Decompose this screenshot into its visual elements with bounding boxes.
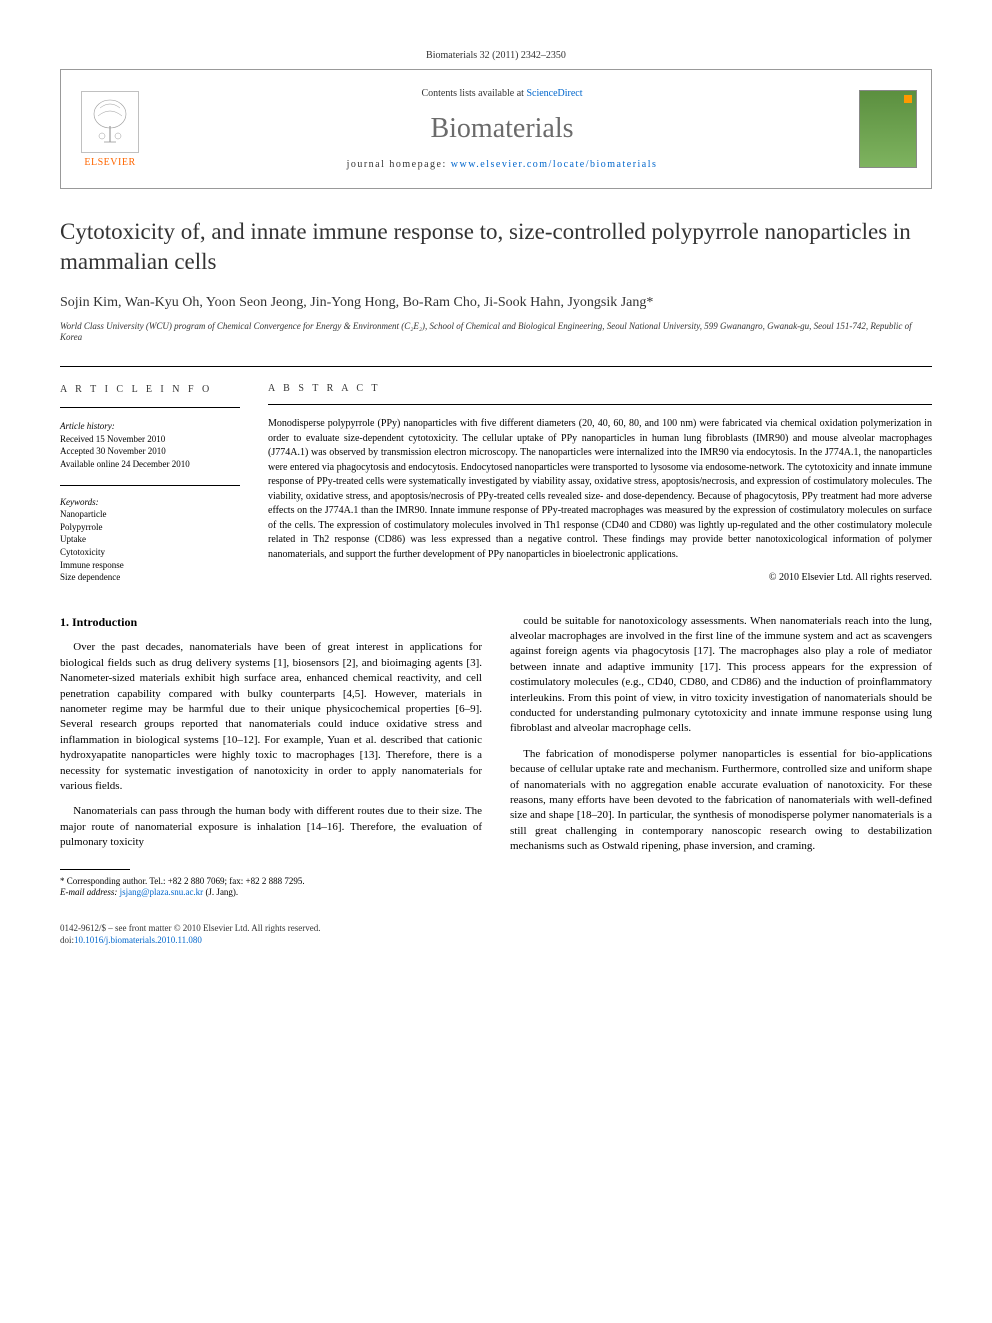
available-date: Available online 24 December 2010 — [60, 458, 240, 471]
elsevier-logo: ELSEVIER — [75, 84, 145, 174]
contents-available-line: Contents lists available at ScienceDirec… — [145, 88, 859, 99]
body-columns: 1. Introduction Over the past decades, n… — [60, 614, 932, 899]
doi-prefix: doi: — [60, 935, 74, 945]
doi-link[interactable]: 10.1016/j.biomaterials.2010.11.080 — [74, 935, 202, 945]
authors-line: Sojin Kim, Wan-Kyu Oh, Yoon Seon Jeong, … — [60, 295, 932, 311]
affiliation: World Class University (WCU) program of … — [60, 321, 932, 344]
journal-header-box: ELSEVIER Contents lists available at Sci… — [60, 69, 932, 189]
info-abstract-row: A R T I C L E I N F O Article history: R… — [60, 366, 932, 584]
corresponding-email-link[interactable]: jsjang@plaza.snu.ac.kr — [120, 887, 204, 897]
corresponding-author-note: * Corresponding author. Tel.: +82 2 880 … — [60, 876, 482, 899]
accepted-date: Accepted 30 November 2010 — [60, 445, 240, 458]
elsevier-brand-text: ELSEVIER — [84, 157, 135, 168]
abstract-heading: A B S T R A C T — [268, 383, 932, 405]
keyword: Polypyrrole — [60, 521, 240, 534]
abstract-column: A B S T R A C T Monodisperse polypyrrole… — [268, 383, 932, 584]
body-column-right: could be suitable for nanotoxicology ass… — [510, 614, 932, 899]
keyword: Immune response — [60, 559, 240, 572]
abstract-copyright: © 2010 Elsevier Ltd. All rights reserved… — [268, 572, 932, 583]
body-paragraph: Over the past decades, nanomaterials hav… — [60, 640, 482, 794]
body-column-left: 1. Introduction Over the past decades, n… — [60, 614, 482, 899]
homepage-line: journal homepage: www.elsevier.com/locat… — [145, 159, 859, 170]
header-center: Contents lists available at ScienceDirec… — [145, 88, 859, 170]
bottom-metadata: 0142-9612/$ – see front matter © 2010 El… — [60, 923, 932, 946]
body-paragraph: Nanomaterials can pass through the human… — [60, 804, 482, 850]
keywords-label: Keywords: — [60, 485, 240, 509]
authors-names: Sojin Kim, Wan-Kyu Oh, Yoon Seon Jeong, … — [60, 295, 646, 310]
issn-line: 0142-9612/$ – see front matter © 2010 El… — [60, 923, 932, 935]
received-date: Received 15 November 2010 — [60, 433, 240, 446]
footnote-separator — [60, 869, 130, 870]
journal-article-page: Biomaterials 32 (2011) 2342–2350 ELSEVIE… — [0, 0, 992, 986]
corresponding-label: * Corresponding author. Tel.: +82 2 880 … — [60, 876, 482, 888]
keyword: Nanoparticle — [60, 508, 240, 521]
article-info-heading: A R T I C L E I N F O — [60, 383, 240, 408]
email-line: E-mail address: jsjang@plaza.snu.ac.kr (… — [60, 887, 482, 899]
sciencedirect-link[interactable]: ScienceDirect — [526, 88, 582, 99]
body-paragraph: The fabrication of monodisperse polymer … — [510, 747, 932, 855]
doi-line: doi:10.1016/j.biomaterials.2010.11.080 — [60, 935, 932, 947]
homepage-prefix: journal homepage: — [347, 159, 451, 170]
journal-reference: Biomaterials 32 (2011) 2342–2350 — [60, 50, 932, 61]
history-label: Article history: — [60, 420, 240, 433]
keyword: Uptake — [60, 533, 240, 546]
journal-cover-thumbnail — [859, 90, 917, 168]
email-label: E-mail address: — [60, 887, 120, 897]
contents-prefix: Contents lists available at — [421, 88, 526, 99]
email-suffix: (J. Jang). — [203, 887, 238, 897]
corresponding-marker: * — [646, 295, 653, 310]
homepage-link[interactable]: www.elsevier.com/locate/biomaterials — [451, 159, 658, 170]
section-heading-introduction: 1. Introduction — [60, 614, 482, 631]
abstract-text: Monodisperse polypyrrole (PPy) nanoparti… — [268, 417, 932, 562]
journal-title: Biomaterials — [145, 113, 859, 145]
body-paragraph: could be suitable for nanotoxicology ass… — [510, 614, 932, 737]
elsevier-tree-icon — [81, 91, 139, 153]
keyword: Size dependence — [60, 571, 240, 584]
keyword: Cytotoxicity — [60, 546, 240, 559]
article-title: Cytotoxicity of, and innate immune respo… — [60, 217, 932, 277]
article-info-column: A R T I C L E I N F O Article history: R… — [60, 383, 240, 584]
